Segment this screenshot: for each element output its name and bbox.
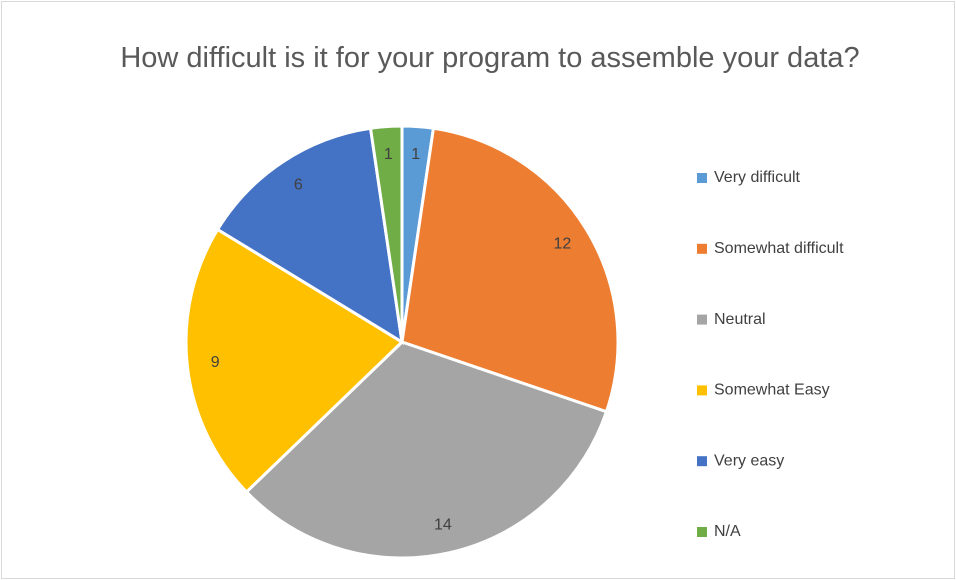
data-label: 14 [434, 517, 452, 534]
legend-label: Very easy [714, 452, 784, 469]
data-label: 1 [384, 146, 393, 163]
data-label: 6 [294, 176, 303, 193]
data-label: 9 [211, 354, 220, 371]
legend-label: N/A [714, 523, 741, 540]
chart-title: How difficult is it for your program to … [120, 42, 860, 74]
pie-slice [368, 124, 404, 343]
pie-slice [184, 227, 405, 495]
legend-swatch [697, 456, 707, 467]
legend-swatch [697, 314, 707, 325]
legend-label: Neutral [714, 311, 766, 328]
pie-slice [400, 126, 620, 414]
legend-swatch [697, 385, 707, 396]
pie-slice [215, 126, 404, 345]
data-label: 12 [554, 235, 572, 252]
legend-swatch [697, 243, 707, 254]
pie-slice [244, 340, 609, 560]
legend-label: Very difficult [714, 169, 801, 186]
legend-label: Somewhat difficult [714, 240, 844, 257]
legend-swatch [697, 173, 707, 183]
legend-label: Somewhat Easy [714, 382, 830, 399]
legend-swatch [697, 527, 707, 537]
data-label: 1 [411, 146, 420, 163]
